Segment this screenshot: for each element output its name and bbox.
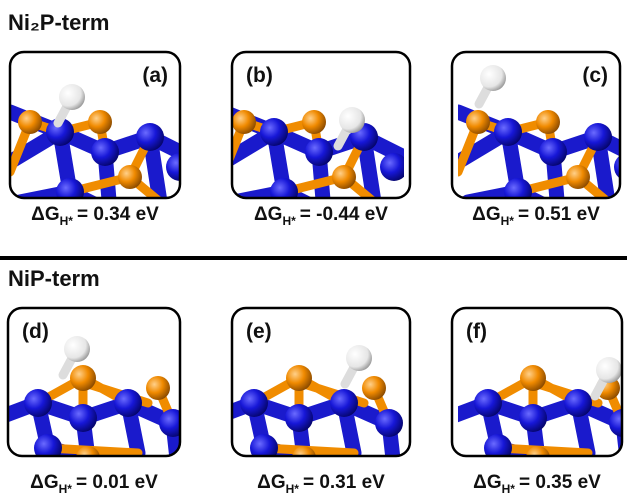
energy-symbol: ΔG [257, 472, 285, 493]
energy-subscript: H* [59, 482, 73, 496]
energy-caption: ΔGH*= 0.34 eV [31, 204, 159, 228]
energy-caption: ΔGH*= 0.51 eV [472, 204, 600, 228]
figure: Ni₂P-term(a)ΔGH*= 0.34 eV(b)ΔGH*= -0.44 … [0, 0, 627, 499]
energy-caption: ΔGH*= 0.31 eV [257, 472, 385, 496]
h-atom [59, 84, 85, 110]
h-atom [480, 65, 506, 91]
energy-subscript: H* [502, 482, 516, 496]
energy-value: = -0.44 eV [300, 204, 389, 225]
energy-symbol: ΔG [473, 472, 501, 493]
energy-symbol: ΔG [472, 204, 500, 225]
energy-caption: ΔGH*= 0.01 eV [30, 472, 158, 496]
energy-value: = 0.01 eV [76, 472, 158, 493]
energy-symbol: ΔG [254, 204, 282, 225]
energy-value: = 0.51 eV [518, 204, 600, 225]
energy-subscript: H* [286, 482, 300, 496]
panel-image [214, 308, 410, 470]
energy-subscript: H* [282, 214, 296, 228]
page: {"energy_symbol": "ΔG", "energy_subscrip… [0, 0, 627, 499]
energy-caption: ΔGH*= 0.35 eV [473, 472, 601, 496]
energy-value: = 0.31 eV [303, 472, 385, 493]
panel-label: (a) [142, 64, 168, 87]
energy-subscript: H* [501, 214, 515, 228]
h-atom [346, 345, 372, 371]
panel-label: (b) [246, 64, 273, 87]
energy-subscript: H* [60, 214, 74, 228]
panel-image [10, 52, 200, 212]
section-title: NiP-term [8, 266, 100, 291]
panel-label: (d) [22, 320, 49, 343]
h-atom [339, 107, 365, 133]
panel-label: (f) [466, 320, 487, 343]
panel-label: (e) [246, 320, 272, 343]
energy-symbol: ΔG [31, 204, 59, 225]
energy-caption: ΔGH* = -0.44 eV [254, 204, 388, 228]
energy-value: = 0.35 eV [519, 472, 601, 493]
h-atom [596, 357, 622, 383]
h-atom [64, 336, 90, 362]
section-title: Ni₂P-term [8, 10, 109, 35]
energy-value: = 0.34 eV [77, 204, 159, 225]
energy-symbol: ΔG [30, 472, 58, 493]
panel-label: (c) [582, 64, 608, 87]
